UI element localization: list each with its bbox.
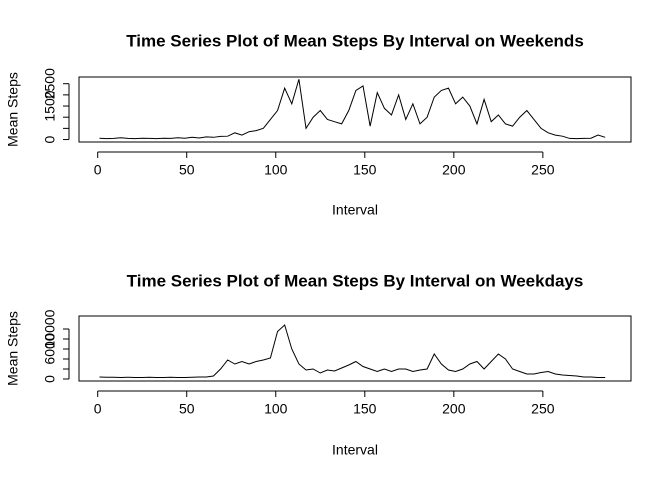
x-tick-label: 200 [442,401,466,417]
x-tick-label: 100 [264,162,288,178]
x-tick-label: 200 [442,162,466,178]
x-axis-label: Interval [332,442,378,458]
y-axis-label: Mean Steps [5,311,21,386]
y-tick-label: 10000 [42,309,58,348]
y-tick-label: 2500 [42,68,58,99]
y-tick-label: 6000 [42,333,58,364]
plot-box [78,315,632,382]
data-line [99,79,606,140]
x-tick-label: 0 [94,162,102,178]
x-tick-label: 250 [531,162,555,178]
chart-title: Time Series Plot of Mean Steps By Interv… [126,31,584,50]
x-tick-label: 0 [94,401,102,417]
x-tick-label: 150 [353,401,377,417]
x-tick-label: 100 [264,401,288,417]
y-tick-label: 0 [42,135,58,143]
data-line [99,324,606,379]
y-tick-label: 1500 [42,90,58,121]
x-axis-label: Interval [332,202,378,218]
x-tick-label: 50 [179,401,195,417]
x-tick-label: 250 [531,401,555,417]
y-axis-label: Mean Steps [5,72,21,147]
y-tick-label: 0 [42,375,58,383]
x-tick-label: 150 [353,162,377,178]
chart-title: Time Series Plot of Mean Steps By Interv… [127,271,584,290]
plot-box [78,76,632,143]
x-tick-label: 50 [179,162,195,178]
